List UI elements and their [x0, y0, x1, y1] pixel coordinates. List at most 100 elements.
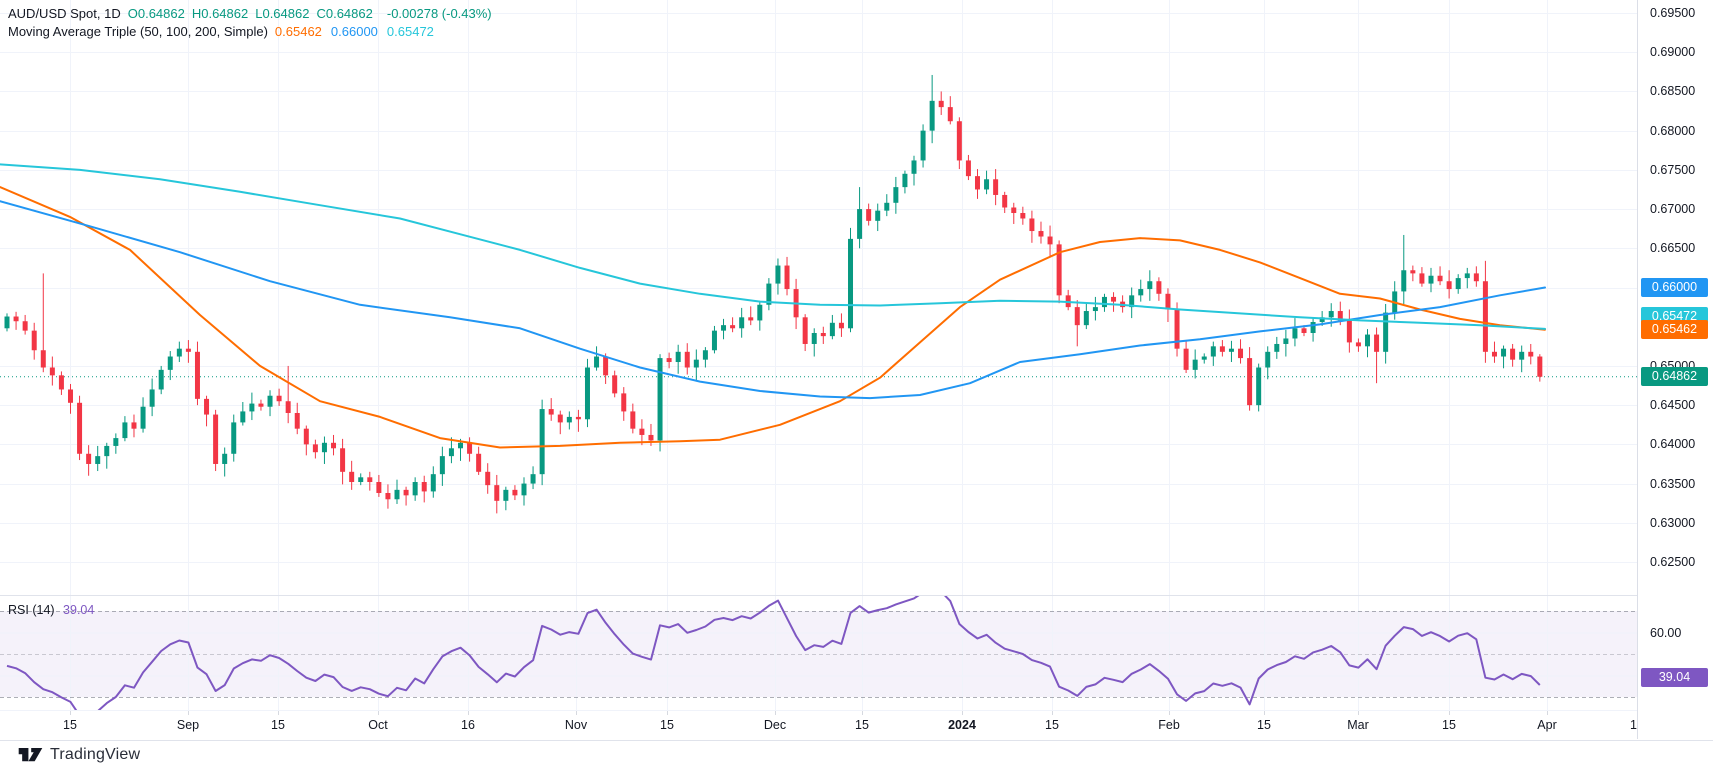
change-value: -0.00278 (-0.43%) [386, 6, 492, 21]
candle [412, 477, 418, 501]
candle [249, 392, 255, 421]
candle [938, 91, 944, 115]
time-tick-mark [667, 711, 668, 715]
rsi-indicator-title[interactable]: RSI (14) [8, 603, 58, 617]
candle [204, 395, 210, 427]
candle [639, 419, 645, 446]
candle [1455, 274, 1461, 294]
candle-body [766, 283, 772, 305]
candle-body [802, 317, 808, 344]
candle [730, 317, 736, 333]
candle [4, 313, 10, 332]
candle [666, 352, 672, 369]
ohlc-h-value: H0.64862 [191, 6, 249, 21]
rsi-band [0, 611, 1638, 697]
candle [1165, 288, 1171, 323]
candle [1310, 317, 1316, 342]
candle-body [1020, 212, 1026, 219]
candle-body [49, 367, 55, 376]
time-axis-label: Nov [564, 718, 588, 732]
candle-body [1192, 359, 1198, 370]
pane-separator[interactable] [0, 595, 1713, 596]
candle-body [149, 389, 155, 407]
time-tick-mark [1358, 711, 1359, 715]
candle [1156, 277, 1162, 301]
candle [285, 365, 291, 424]
candle [494, 474, 500, 514]
candle [594, 346, 600, 371]
candle [1292, 318, 1298, 347]
candle-body [775, 265, 781, 284]
candle [358, 473, 364, 486]
candle-body [494, 485, 500, 501]
time-tick-mark [378, 711, 379, 715]
candle-body [104, 445, 110, 457]
candle [657, 354, 663, 452]
candle [149, 378, 155, 417]
price-pane[interactable] [0, 0, 1638, 595]
candle-body [4, 316, 10, 329]
candle-body [204, 398, 210, 415]
price-axis-label: 0.66500 [1650, 241, 1696, 256]
time-axis-label: Feb [1158, 718, 1180, 732]
candle [1473, 266, 1479, 287]
candle-body [340, 448, 346, 472]
candle-body [1238, 348, 1244, 359]
time-tick-mark [1052, 711, 1053, 715]
candle-body [1210, 346, 1216, 357]
symbol-name: AUD/USD Spot, [8, 6, 101, 21]
candle [131, 414, 137, 438]
time-axis-label: 15 [1045, 718, 1059, 732]
candle-body [575, 416, 581, 420]
candle-body [258, 403, 264, 407]
time-scale[interactable]: 15 Sep 15 Oct 16 Nov 15 Dec 15 2024 15 Feb 15 Mar 15 Ap… [0, 710, 1713, 741]
candle [95, 445, 101, 472]
candle-body [421, 482, 427, 492]
candle [802, 314, 808, 352]
candle [77, 395, 83, 461]
candle-body [1056, 244, 1062, 296]
candle [321, 436, 327, 464]
candle-body [213, 414, 219, 464]
candle [893, 176, 899, 214]
candle-body [1047, 236, 1053, 245]
symbol-title[interactable]: AUD/USD Spot, 1D [8, 5, 121, 23]
candle [566, 411, 572, 430]
candle [349, 460, 355, 490]
candle-body [358, 477, 364, 483]
candle-body [539, 409, 545, 475]
candle-body [1074, 307, 1080, 326]
sma-50-line [0, 186, 1546, 449]
price-axis-label: 0.68000 [1650, 123, 1696, 138]
rsi-pane[interactable] [0, 596, 1638, 710]
time-axis-label: Dec [763, 718, 787, 732]
candles-layer [4, 74, 1543, 514]
candle-body [1183, 348, 1189, 370]
candle-body [829, 322, 835, 337]
symbol-legend-row: AUD/USD Spot, 1D O0.64862 H0.64862 L0.6486… [8, 5, 492, 23]
price-scale[interactable]: 0.69500 0.69000 0.68500 0.68000 0.67500 0.670… [1637, 0, 1713, 739]
candle-body [185, 348, 191, 352]
tradingview-logo[interactable]: TradingView [18, 745, 140, 765]
candle-body [1129, 295, 1135, 308]
candle [1482, 260, 1488, 363]
candle-body [412, 482, 418, 496]
candle-body [938, 100, 944, 108]
candle [403, 486, 409, 506]
candle [820, 326, 826, 344]
time-axis-label: 15 [271, 718, 285, 732]
candle-body [1410, 270, 1416, 274]
time-tick-mark [468, 711, 469, 715]
price-axis-label: 0.64000 [1650, 437, 1696, 452]
candle [1374, 327, 1380, 384]
candle-body [1083, 311, 1089, 326]
candle [1129, 287, 1135, 319]
ma-value: 0.65472 [386, 24, 434, 39]
candle [1410, 265, 1416, 282]
ma-indicator-title[interactable]: Moving Average Triple (50, 100, 200, Sim… [8, 24, 268, 39]
tradingview-glyph-icon [18, 748, 43, 762]
candle [539, 399, 545, 486]
candle [1101, 293, 1107, 312]
candle-body [86, 453, 92, 464]
candle [1510, 343, 1516, 367]
